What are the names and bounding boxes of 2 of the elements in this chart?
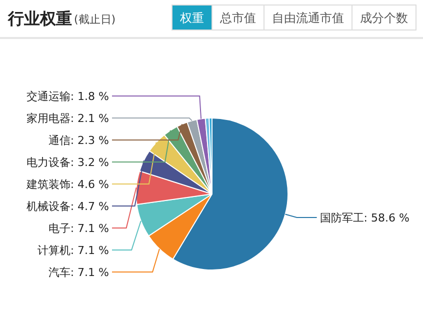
chart-subtitle: (截止日) <box>74 13 116 26</box>
chart-title: 行业权重 <box>7 9 72 28</box>
